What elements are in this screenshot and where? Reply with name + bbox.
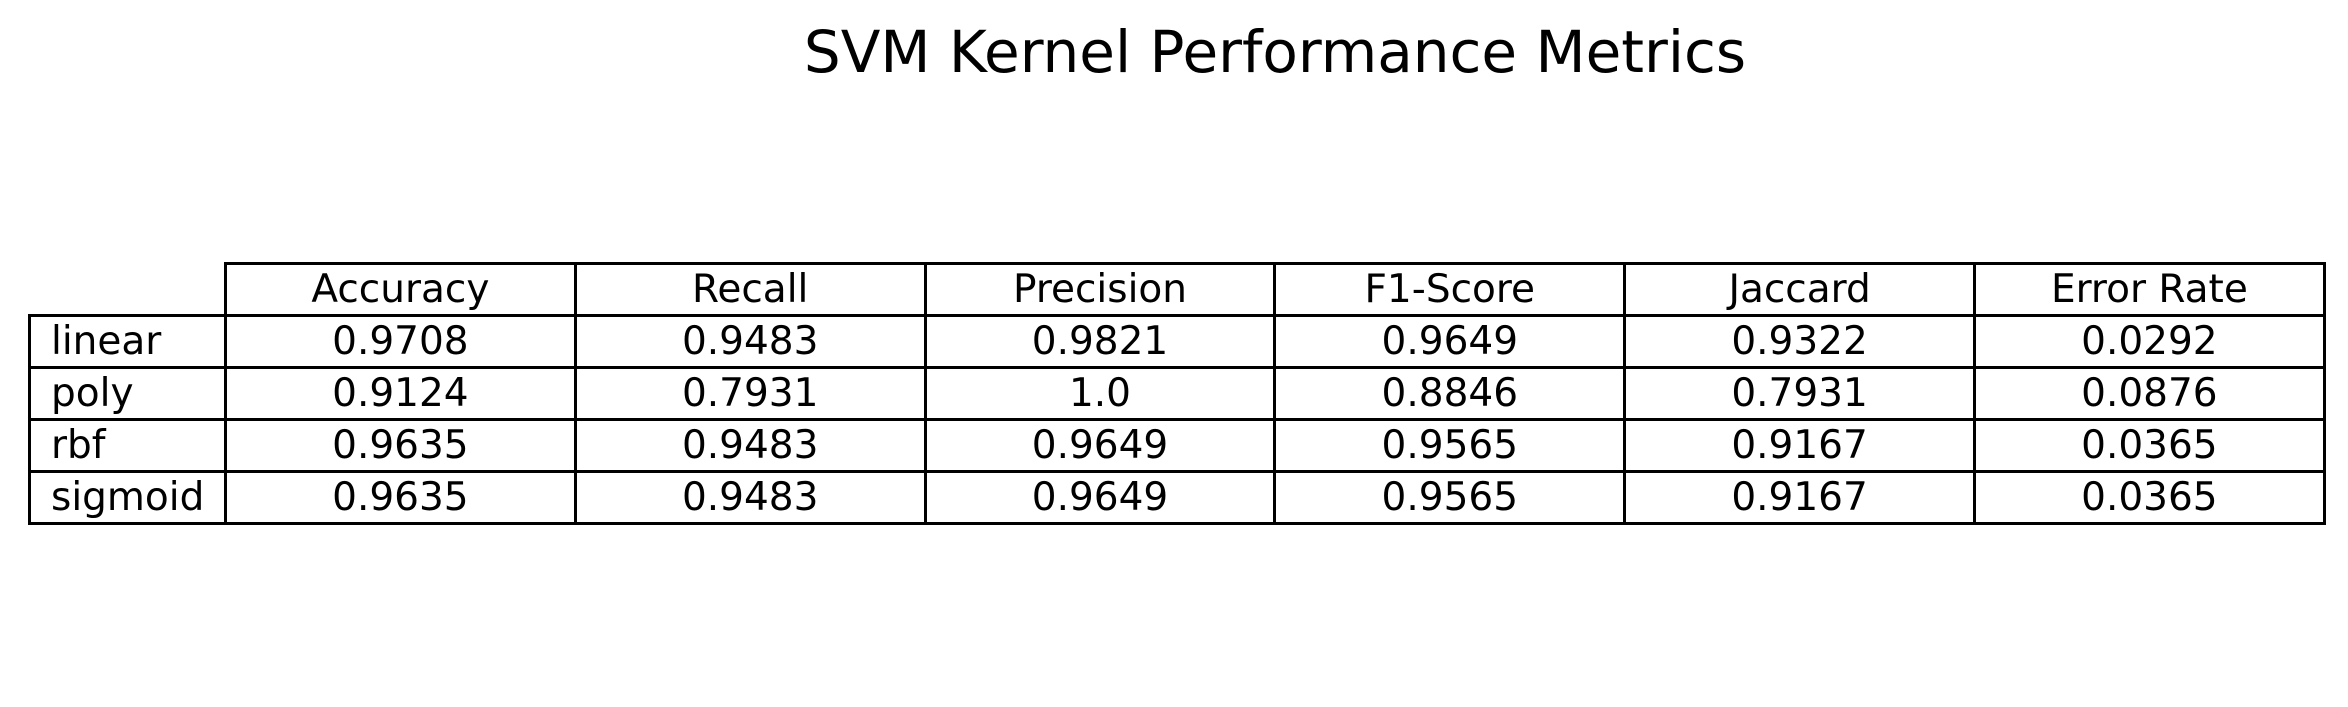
table-cell: 0.9167 bbox=[1623, 470, 1976, 525]
column-header-accuracy: Accuracy bbox=[224, 262, 577, 317]
table-cell: 0.0876 bbox=[1972, 366, 2326, 421]
table-cell: 0.7931 bbox=[1623, 366, 1976, 421]
table-cell: 0.9124 bbox=[224, 366, 577, 421]
table-row-rbf: rbf 0.9635 0.9483 0.9649 0.9565 0.9167 0… bbox=[28, 418, 2326, 473]
table-row-sigmoid: sigmoid 0.9635 0.9483 0.9649 0.9565 0.91… bbox=[28, 470, 2326, 525]
row-label-sigmoid: sigmoid bbox=[28, 470, 227, 525]
table-cell: 0.0365 bbox=[1972, 470, 2326, 525]
table-cell: 0.9565 bbox=[1273, 470, 1627, 525]
table-cell: 0.9483 bbox=[573, 470, 927, 525]
table-row-poly: poly 0.9124 0.7931 1.0 0.8846 0.7931 0.0… bbox=[28, 366, 2326, 421]
column-header-recall: Recall bbox=[573, 262, 927, 317]
row-label-rbf: rbf bbox=[28, 418, 227, 473]
table-cell: 0.9649 bbox=[923, 418, 1277, 473]
table-cell: 1.0 bbox=[923, 366, 1277, 421]
table-cell: 0.9483 bbox=[573, 418, 927, 473]
column-header-jaccard: Jaccard bbox=[1623, 262, 1976, 317]
table-cell: 0.9635 bbox=[224, 418, 577, 473]
column-header-precision: Precision bbox=[923, 262, 1277, 317]
table-cell: 0.7931 bbox=[573, 366, 927, 421]
metrics-table: Accuracy Recall Precision F1-Score Jacca… bbox=[28, 262, 2326, 525]
column-header-error-rate: Error Rate bbox=[1972, 262, 2326, 317]
table-cell: 0.9565 bbox=[1273, 418, 1627, 473]
column-header-f1-score: F1-Score bbox=[1273, 262, 1627, 317]
table-cell: 0.9483 bbox=[573, 314, 927, 369]
table-corner-cell bbox=[29, 263, 227, 317]
row-label-poly: poly bbox=[28, 366, 227, 421]
chart-title: SVM Kernel Performance Metrics bbox=[803, 18, 1747, 86]
table-cell: 0.0292 bbox=[1972, 314, 2326, 369]
table-cell: 0.9708 bbox=[224, 314, 577, 369]
table-cell: 0.9649 bbox=[1273, 314, 1627, 369]
table-cell: 0.9649 bbox=[923, 470, 1277, 525]
table-cell: 0.9167 bbox=[1623, 418, 1976, 473]
table-cell: 0.8846 bbox=[1273, 366, 1627, 421]
table-row-linear: linear 0.9708 0.9483 0.9821 0.9649 0.932… bbox=[28, 314, 2326, 369]
table-cell: 0.0365 bbox=[1972, 418, 2326, 473]
table-header-row: Accuracy Recall Precision F1-Score Jacca… bbox=[29, 262, 2326, 317]
table-cell: 0.9322 bbox=[1623, 314, 1976, 369]
row-label-linear: linear bbox=[28, 314, 227, 369]
table-cell: 0.9821 bbox=[923, 314, 1277, 369]
table-cell: 0.9635 bbox=[224, 470, 577, 525]
